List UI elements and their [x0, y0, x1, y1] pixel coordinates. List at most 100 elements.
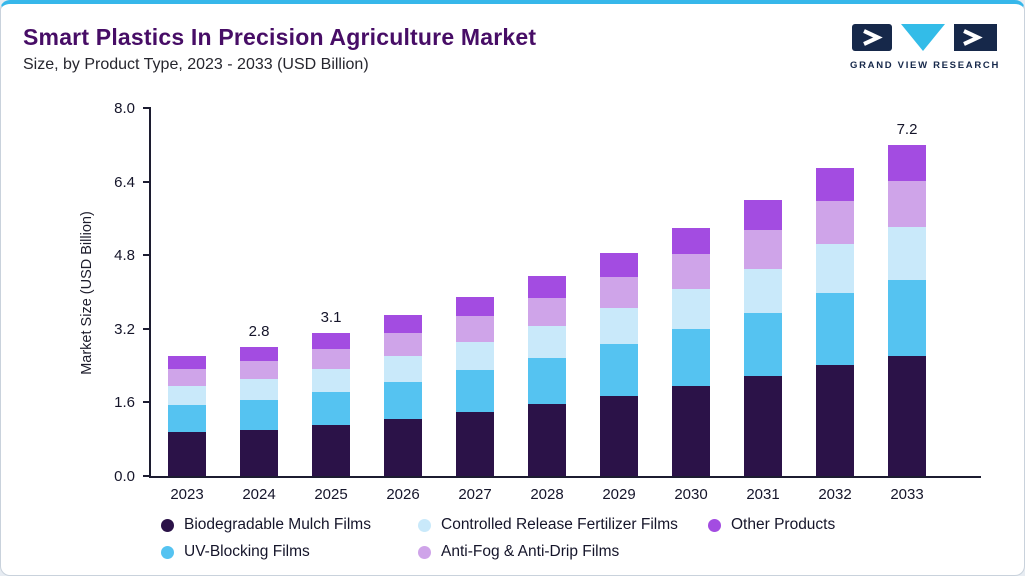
bar-segment — [168, 356, 206, 370]
y-tick-label: 3.2 — [114, 320, 135, 338]
bar-value-label: 3.1 — [320, 309, 342, 327]
bar-segment — [240, 400, 278, 430]
stacked-bar-2027 — [456, 108, 494, 476]
bar-segment — [528, 357, 566, 404]
bar-slot-2033: 7.2 2033 — [871, 108, 943, 503]
legend-item: UV-Blocking Films — [161, 543, 418, 561]
bar-segment — [384, 315, 422, 333]
x-axis-label: 2033 — [890, 486, 924, 503]
bar-segment — [528, 275, 566, 298]
legend-label: Other Products — [731, 516, 836, 533]
stacked-bar-2032 — [816, 108, 854, 476]
bar-segment — [312, 392, 350, 426]
x-axis-label: 2032 — [818, 486, 852, 503]
stacked-bar-2029 — [600, 108, 638, 476]
bar-segment — [456, 341, 494, 371]
legend-item: Other Products — [708, 516, 1004, 534]
bar-segment — [600, 276, 638, 309]
bar-segment — [672, 289, 710, 329]
stacked-bar-2025 — [312, 108, 350, 476]
y-tick-label: 6.4 — [114, 173, 135, 191]
x-axis-label: 2030 — [674, 486, 708, 503]
stacked-bar-2031 — [744, 108, 782, 476]
bar-segment — [888, 227, 926, 281]
stacked-bar-2030 — [672, 108, 710, 476]
x-axis-label: 2026 — [386, 486, 420, 503]
bar-segment — [456, 296, 494, 317]
bar-segment — [384, 418, 422, 476]
bar-slot-2030: 2030 — [655, 108, 727, 503]
bar-segment — [456, 316, 494, 342]
bar-segment — [240, 379, 278, 401]
legend-row: Biodegradable Mulch Films Controlled Rele… — [161, 516, 1004, 534]
x-axis-label: 2025 — [314, 486, 348, 503]
bar-segment — [744, 268, 782, 313]
bar-segment — [240, 430, 278, 476]
x-axis-label: 2027 — [458, 486, 492, 503]
bar-value-label: 2.8 — [248, 323, 270, 341]
legend-swatch — [418, 545, 431, 559]
bar-segment — [744, 376, 782, 476]
stacked-bar-2023 — [168, 108, 206, 476]
stacked-bar-2024 — [240, 108, 278, 476]
legend-label: Anti-Fog & Anti-Drip Films — [441, 543, 620, 560]
bar-segment — [888, 180, 926, 228]
bar-segment — [672, 386, 710, 476]
stacked-bar-2026 — [384, 108, 422, 476]
bar-slot-2027: 2027 — [439, 108, 511, 503]
y-tick-label: 1.6 — [114, 394, 135, 412]
y-axis-title: Market Size (USD Billion) — [79, 211, 95, 375]
bar-segment — [672, 254, 710, 290]
bar-segment — [600, 395, 638, 476]
bar-segment — [816, 364, 854, 476]
y-tick-mark — [143, 401, 151, 404]
y-tick-mark — [143, 180, 151, 183]
y-tick-mark — [143, 327, 151, 330]
x-axis-label: 2028 — [530, 486, 564, 503]
bar-slot-2031: 2031 — [727, 108, 799, 503]
x-axis-label: 2024 — [242, 486, 276, 503]
bar-segment — [312, 369, 350, 393]
bar-segment — [888, 144, 926, 181]
bar-slot-2032: 2032 — [799, 108, 871, 503]
title-block: Smart Plastics In Precision Agriculture … — [23, 24, 536, 74]
bar-segment — [384, 355, 422, 382]
bar-segment — [456, 370, 494, 412]
legend-label: Controlled Release Fertilizer Films — [441, 516, 678, 533]
bar-segment — [600, 343, 638, 396]
bar-segment — [168, 404, 206, 433]
stacked-bar-2028 — [528, 108, 566, 476]
bar-segment — [240, 347, 278, 362]
bar-segment — [816, 293, 854, 365]
bar-slot-2024: 2.8 2024 — [223, 108, 295, 503]
header: Smart Plastics In Precision Agriculture … — [23, 24, 998, 74]
y-tick-label: 4.8 — [114, 247, 135, 265]
bar-segment — [528, 325, 566, 358]
legend-label: Biodegradable Mulch Films — [184, 516, 371, 533]
bar-segment — [888, 280, 926, 357]
bar-segment — [816, 244, 854, 294]
bar-segment — [672, 227, 710, 255]
bar-segment — [816, 200, 854, 245]
legend-item: Biodegradable Mulch Films — [161, 516, 418, 534]
bar-segment — [888, 356, 926, 476]
legend-swatch — [161, 545, 174, 559]
bar-slot-2023: 2023 — [151, 108, 223, 503]
bar-segment — [168, 369, 206, 387]
grand-view-research-logo: GRAND VIEW RESEARCH — [850, 24, 998, 71]
bar-segment — [312, 333, 350, 350]
bar-segment — [168, 432, 206, 476]
bar-segment — [600, 252, 638, 277]
bar-segment — [312, 425, 350, 476]
bar-segment — [744, 200, 782, 230]
plot-area: 0.0 1.6 3.2 4.8 6.4 8.0 2023 2.8 2024 3.1 2025 2026… — [114, 100, 981, 503]
y-tick-label: 0.0 — [114, 468, 135, 485]
bar-segment — [528, 403, 566, 476]
legend-row: UV-Blocking Films Anti-Fog & Anti-Drip Fi… — [161, 543, 1004, 561]
legend-label: UV-Blocking Films — [184, 543, 310, 560]
bar-segment — [528, 297, 566, 326]
x-axis-label: 2023 — [170, 486, 204, 503]
bar-slot-2028: 2028 — [511, 108, 583, 503]
bar-segment — [672, 328, 710, 387]
